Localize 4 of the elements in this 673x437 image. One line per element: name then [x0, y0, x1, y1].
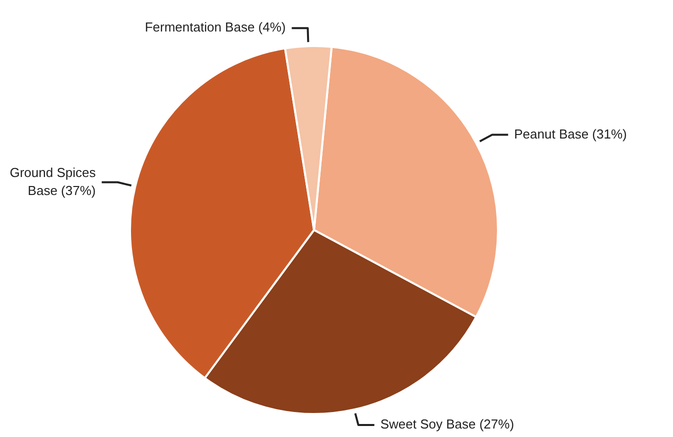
slice-label: Ground Spices Base (37%) [10, 164, 96, 198]
slice-label: Peanut Base (31%) [514, 126, 627, 142]
slice-label: Sweet Soy Base (27%) [380, 416, 514, 432]
slice-label: Fermentation Base (4%) [144, 20, 286, 35]
